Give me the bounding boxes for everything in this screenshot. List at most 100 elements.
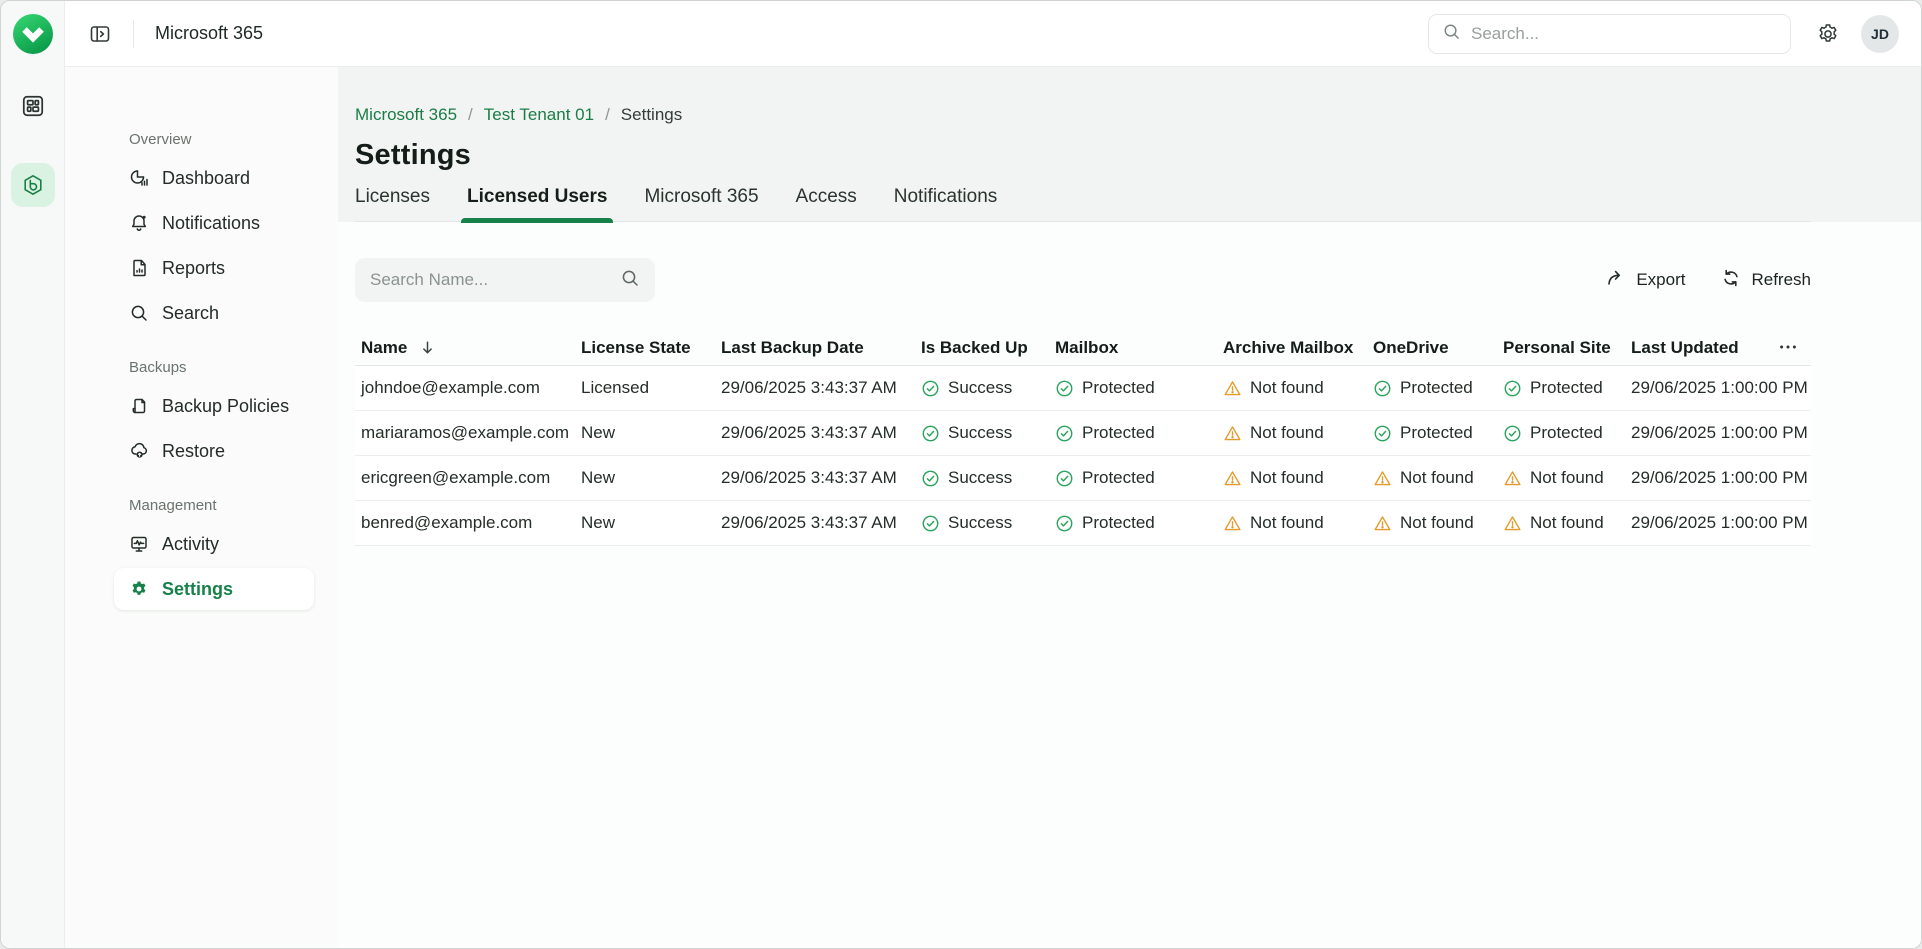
- cell-text: Success: [948, 378, 1013, 397]
- main-content: Microsoft 365 / Test Tenant 01 / Settings Se…: [338, 67, 1921, 948]
- warn-icon: [1223, 469, 1242, 488]
- tab-access[interactable]: Access: [795, 186, 857, 207]
- warn-icon: [1223, 424, 1242, 443]
- cell-last-backup-date: 29/06/2025 3:43:37 AM: [715, 513, 915, 533]
- cell-is-backed-up: Success: [915, 513, 1049, 533]
- sidebar-item-label: Search: [162, 302, 220, 323]
- table-row[interactable]: ericgreen@example.com New 29/06/2025 3:43:…: [355, 456, 1811, 501]
- ok-icon: [1373, 379, 1392, 398]
- cell-text: Not found: [1530, 513, 1604, 532]
- app-title: Microsoft 365: [155, 23, 264, 43]
- cell-text: 29/06/2025 1:00:00 PM: [1631, 468, 1808, 487]
- restore-icon: [129, 441, 149, 461]
- global-search-input[interactable]: [1471, 23, 1777, 44]
- column-header-archive-mailbox: Archive Mailbox: [1217, 338, 1367, 358]
- column-header-license-state: License State: [575, 338, 715, 358]
- warn-icon: [1223, 514, 1242, 533]
- cell-text: Not found: [1400, 513, 1474, 532]
- column-header-label: OneDrive: [1373, 337, 1449, 357]
- sidebar-item-search[interactable]: Search: [114, 292, 314, 334]
- sidebar-item-activity[interactable]: Activity: [114, 523, 314, 565]
- page-title: Settings: [355, 139, 471, 171]
- global-search-box[interactable]: [1428, 13, 1791, 54]
- rail-item-microsoft365-backup[interactable]: [10, 163, 55, 207]
- cell-text: 29/06/2025 1:00:00 PM: [1631, 513, 1808, 532]
- cell-text: Not found: [1530, 468, 1604, 487]
- settings-gear-icon[interactable]: [1816, 22, 1840, 46]
- cell-text: Not found: [1250, 423, 1324, 442]
- sidebar-item-label: Restore: [162, 440, 226, 461]
- activity-icon: [129, 534, 149, 554]
- tab-bar: Licenses Licensed Users Microsoft 365 Acces…: [355, 186, 1811, 223]
- ok-icon: [1055, 514, 1074, 533]
- table-toolbar: Export Refresh: [355, 258, 1811, 302]
- name-search-input[interactable]: [370, 270, 610, 290]
- sidebar-item-settings[interactable]: Settings: [114, 568, 314, 610]
- table-row[interactable]: johndoe@example.com Licensed 29/06/2025 3:…: [355, 366, 1811, 411]
- tab-notifications[interactable]: Notifications: [893, 186, 998, 207]
- name-search-box[interactable]: [355, 258, 655, 302]
- cell-text: Not found: [1250, 513, 1324, 532]
- sidebar-item-reports[interactable]: Reports: [114, 247, 314, 289]
- tab-licenses[interactable]: Licenses: [355, 186, 430, 207]
- search-icon: [1442, 22, 1461, 46]
- sidebar-item-backup-policies[interactable]: Backup Policies: [114, 385, 314, 427]
- cell-text: 29/06/2025 3:43:37 AM: [721, 513, 897, 532]
- breadcrumb-link-microsoft-365[interactable]: Microsoft 365: [355, 105, 458, 124]
- table-row[interactable]: mariaramos@example.com New 29/06/2025 3:43…: [355, 411, 1811, 456]
- sidebar-nav: Overview Dashboard Notifications Reports Sea…: [65, 67, 338, 948]
- cell-personal-site: Not found: [1497, 513, 1625, 533]
- cell-text: Success: [948, 513, 1013, 532]
- cell-text: mariaramos@example.com: [361, 423, 570, 442]
- cell-text: 29/06/2025 3:43:37 AM: [721, 423, 897, 442]
- cell-text: Not found: [1250, 468, 1324, 487]
- bell-icon: [129, 213, 149, 233]
- dashboard-icon: [129, 168, 149, 188]
- table-row[interactable]: benred@example.com New 29/06/2025 3:43:37 …: [355, 501, 1811, 546]
- column-header-label: Last Updated: [1631, 337, 1739, 357]
- column-options-button[interactable]: [1777, 336, 1799, 363]
- sidebar-item-dashboard[interactable]: Dashboard: [114, 157, 314, 199]
- ok-icon: [1503, 424, 1522, 443]
- warn-icon: [1503, 469, 1522, 488]
- cell-last-updated: 29/06/2025 1:00:00 PM: [1625, 378, 1808, 398]
- column-header-label: Name: [361, 337, 408, 357]
- sidebar-item-restore[interactable]: Restore: [114, 430, 314, 472]
- column-header-name[interactable]: Name: [355, 338, 575, 358]
- cell-text: Protected: [1530, 378, 1603, 397]
- cell-last-backup-date: 29/06/2025 3:43:37 AM: [715, 468, 915, 488]
- cell-personal-site: Protected: [1497, 423, 1625, 443]
- breadcrumb-link-test-tenant-01[interactable]: Test Tenant 01: [483, 105, 595, 124]
- cell-is-backed-up: Success: [915, 378, 1049, 398]
- refresh-button[interactable]: Refresh: [1721, 268, 1811, 293]
- page-header: Microsoft 365 / Test Tenant 01 / Settings Se…: [338, 67, 1921, 223]
- sidebar-section-label: Overview: [129, 131, 192, 148]
- sidebar-toggle-icon[interactable]: [88, 22, 112, 46]
- apps-grid-icon[interactable]: [20, 93, 46, 119]
- tab-microsoft-365[interactable]: Microsoft 365: [644, 186, 759, 207]
- cell-onedrive: Not found: [1367, 513, 1497, 533]
- breadcrumb-separator: /: [605, 105, 610, 124]
- cell-name: johndoe@example.com: [355, 378, 575, 398]
- cell-archive-mailbox: Not found: [1217, 468, 1367, 488]
- cell-name: benred@example.com: [355, 513, 575, 533]
- more-icon: [1777, 336, 1799, 363]
- cell-last-backup-date: 29/06/2025 3:43:37 AM: [715, 423, 915, 443]
- sidebar-section-label: Backups: [129, 359, 187, 376]
- user-avatar[interactable]: JD: [1861, 14, 1899, 53]
- column-header-label: Last Backup Date: [721, 337, 864, 357]
- topbar: Microsoft 365 JD: [65, 1, 1921, 67]
- cell-text: Success: [948, 468, 1013, 487]
- cell-onedrive: Protected: [1367, 423, 1497, 443]
- ok-icon: [1055, 424, 1074, 443]
- cell-text: 29/06/2025 3:43:37 AM: [721, 468, 897, 487]
- tab-licensed-users[interactable]: Licensed Users: [460, 186, 614, 223]
- export-button[interactable]: Export: [1606, 268, 1685, 293]
- column-header-label: License State: [581, 337, 691, 357]
- cell-onedrive: Protected: [1367, 378, 1497, 398]
- cell-archive-mailbox: Not found: [1217, 378, 1367, 398]
- sidebar-item-notifications[interactable]: Notifications: [114, 202, 314, 244]
- cell-license-state: New: [575, 468, 715, 488]
